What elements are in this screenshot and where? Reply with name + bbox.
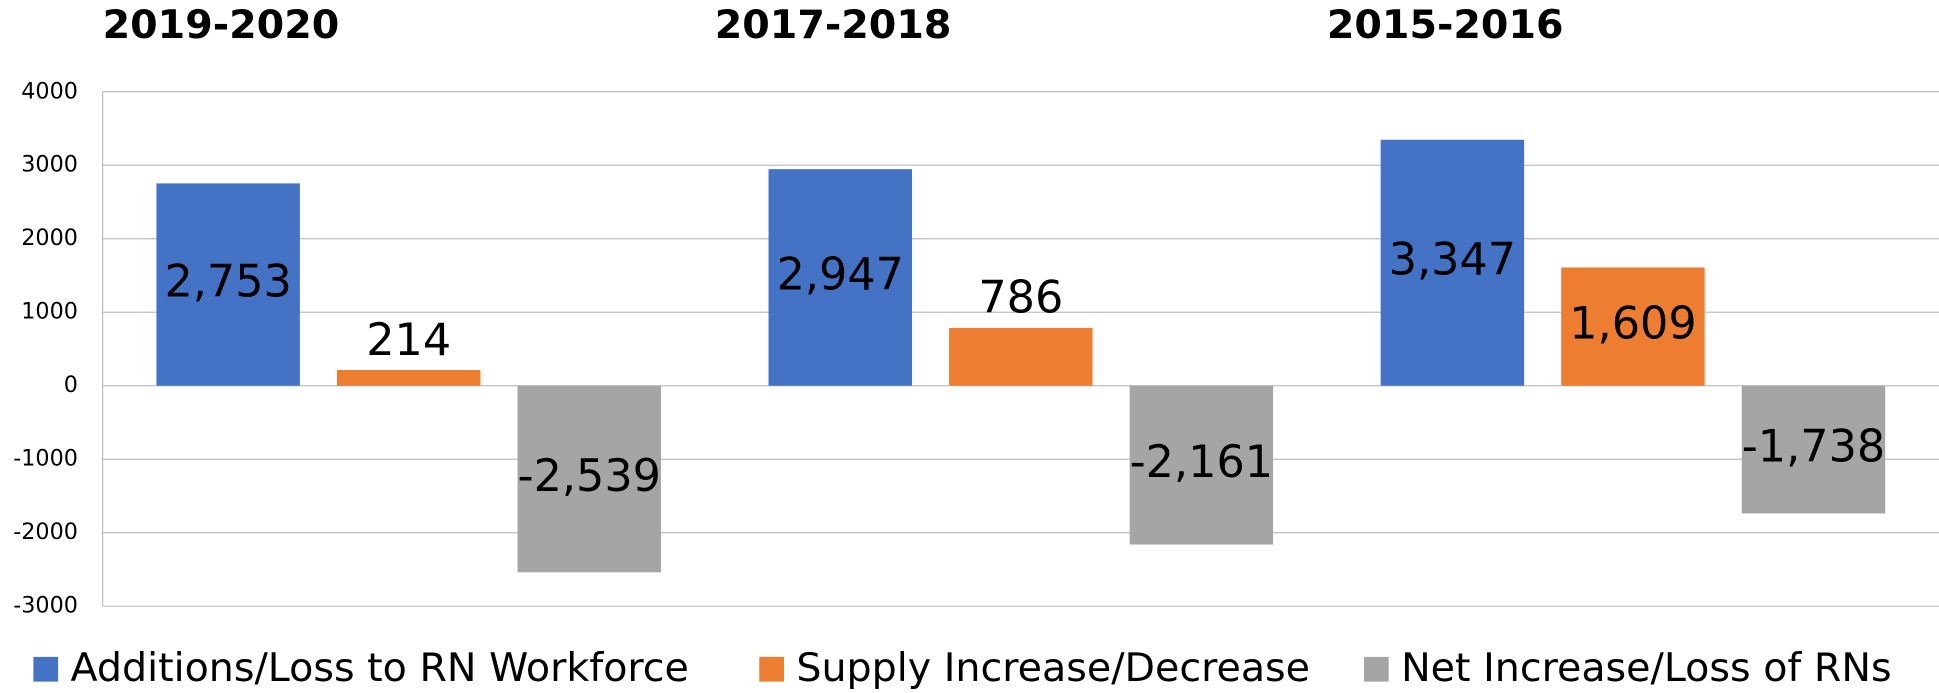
y-tick-label: 3000 xyxy=(21,152,78,178)
bar xyxy=(768,169,912,386)
category-title: 2015-2016 xyxy=(1327,2,1564,48)
legend-swatch xyxy=(1363,656,1389,682)
data-label: 2,947 xyxy=(777,249,904,300)
data-label: 3,347 xyxy=(1389,235,1516,286)
bar xyxy=(949,327,1093,386)
legend-label: Net Increase/Loss of RNs xyxy=(1401,645,1892,691)
data-label: 214 xyxy=(366,315,451,366)
category-title: 2017-2018 xyxy=(715,2,952,48)
data-label: -2,539 xyxy=(518,451,661,502)
bar xyxy=(1561,267,1705,386)
legend-swatch xyxy=(759,656,785,682)
bar xyxy=(156,183,300,386)
bar xyxy=(1380,139,1525,386)
category-title: 2019-2020 xyxy=(103,2,340,48)
y-tick-label: 1000 xyxy=(21,299,78,325)
data-label: 1,609 xyxy=(1569,299,1696,350)
bar xyxy=(517,385,661,573)
bar xyxy=(1741,385,1886,514)
legend-swatch xyxy=(33,656,59,682)
y-tick-label: -2000 xyxy=(13,519,78,545)
y-tick-label: 0 xyxy=(64,372,78,398)
data-label: -1,738 xyxy=(1742,422,1885,473)
data-label: 2,753 xyxy=(164,257,291,308)
y-tick-label: 4000 xyxy=(21,78,78,104)
legend-label: Supply Increase/Decrease xyxy=(796,645,1310,691)
data-label: 786 xyxy=(978,273,1063,324)
legend-label: Additions/Loss to RN Workforce xyxy=(70,645,688,691)
y-tick-label: -3000 xyxy=(13,593,78,619)
y-tick-label: 2000 xyxy=(21,225,78,251)
y-tick-label: -1000 xyxy=(13,446,78,472)
data-label: -2,161 xyxy=(1130,437,1273,488)
bar xyxy=(1129,385,1274,545)
bar xyxy=(336,369,481,386)
